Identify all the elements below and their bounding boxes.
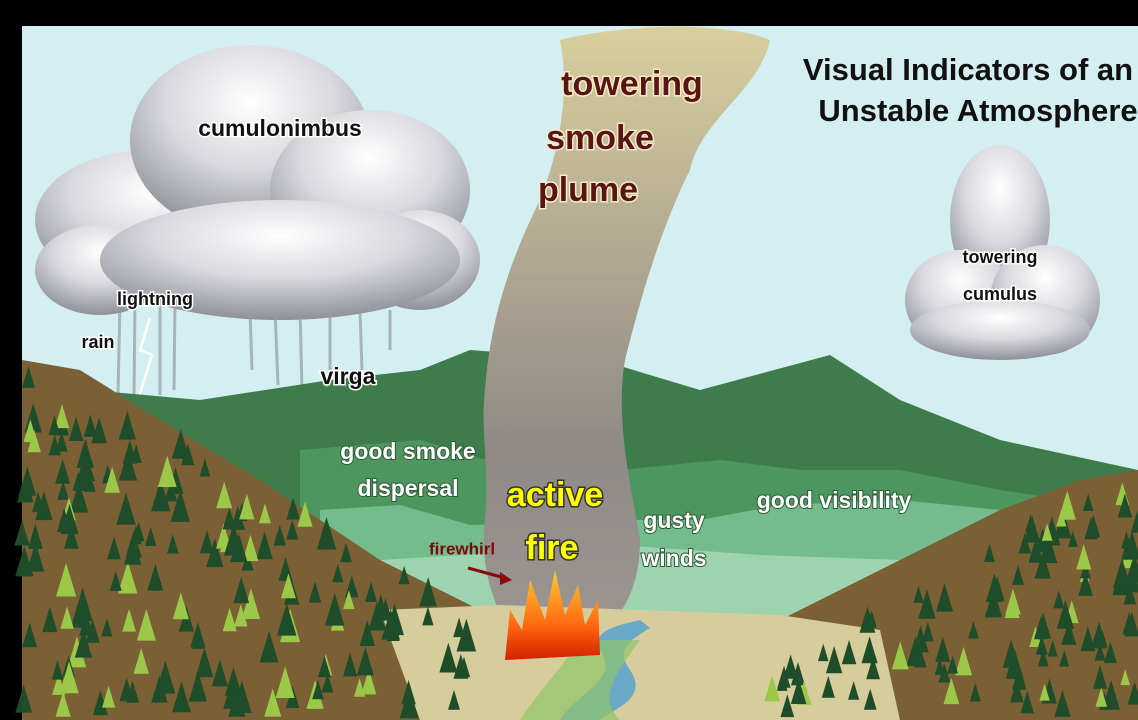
label: firewhirl <box>429 539 495 558</box>
scene: Visual Indicators of an Unstable Atmosph… <box>0 0 1138 720</box>
label: rain <box>81 332 114 352</box>
label: towering <box>963 247 1038 267</box>
title: Visual Indicators of an <box>803 52 1133 87</box>
label: fire <box>526 529 579 567</box>
label: gusty <box>643 507 705 533</box>
label: active <box>507 476 603 514</box>
label: plume <box>538 171 638 209</box>
label: virga <box>321 363 376 389</box>
label: smoke <box>546 119 654 157</box>
label: lightning <box>117 289 193 309</box>
label: cumulonimbus <box>198 115 362 141</box>
label: good visibility <box>757 487 912 513</box>
label: dispersal <box>358 475 459 501</box>
label: cumulus <box>963 284 1037 304</box>
label: good smoke <box>340 438 475 464</box>
label: winds <box>640 545 706 571</box>
title: Unstable Atmosphere <box>818 93 1137 128</box>
label: towering <box>561 65 703 103</box>
